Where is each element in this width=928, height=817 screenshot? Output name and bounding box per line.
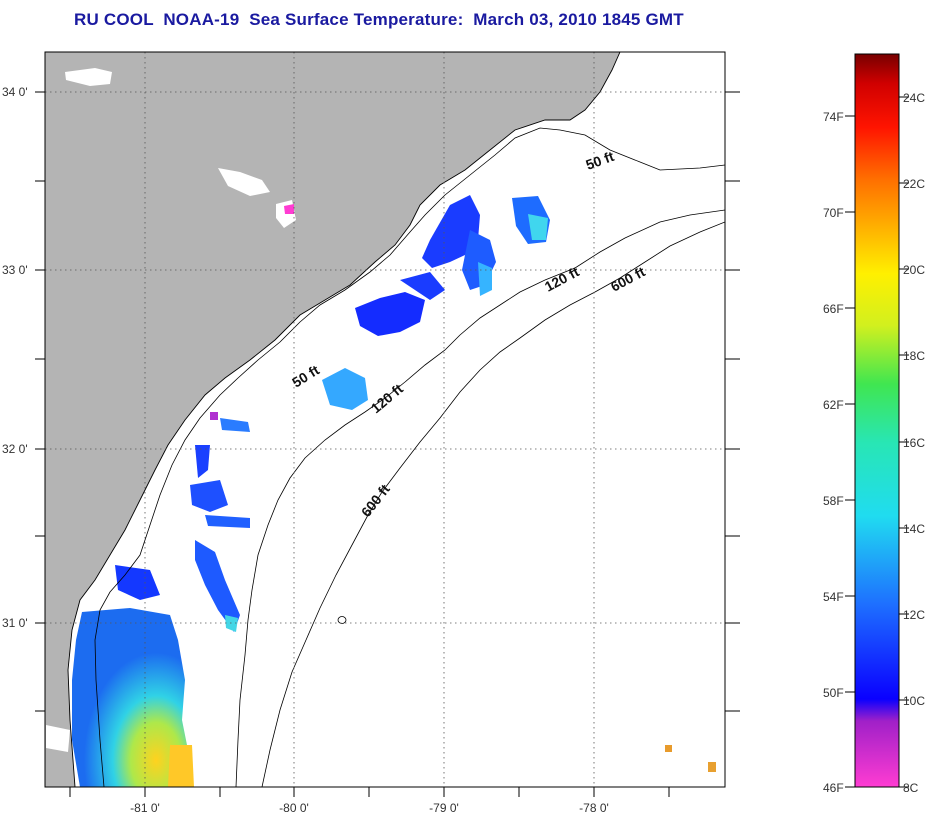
- lat-label-32: 32 0': [2, 442, 28, 456]
- colorbar-gradient: [854, 53, 900, 788]
- colorbar-c-20: 20C: [903, 263, 925, 277]
- colorbar-f-62: 62F: [823, 398, 844, 412]
- inland-lake: [65, 68, 112, 86]
- sst-data: [72, 195, 716, 787]
- colorbar-f-46: 46F: [823, 781, 844, 795]
- lat-label-31: 31 0': [2, 616, 28, 630]
- map-title: RU COOL NOAA-19 Sea Surface Temperature:…: [74, 10, 684, 29]
- coastline: [67, 52, 621, 787]
- lon-label-81: -81 0': [130, 801, 160, 815]
- bathymetry-contours: [94, 127, 725, 787]
- lon-label-79: -79 0': [429, 801, 459, 815]
- colorbar-c-22: 22C: [903, 177, 925, 191]
- colorbar-f-74: 74F: [823, 110, 844, 124]
- inland-water: [218, 168, 270, 196]
- tick-marks: [35, 91, 740, 797]
- colorbar-c-24: 24C: [903, 91, 925, 105]
- colorbar-c-18: 18C: [903, 349, 925, 363]
- colorbar-f-54: 54F: [823, 590, 844, 604]
- colorbar-c-14: 14C: [903, 522, 925, 536]
- inland-water-3: [46, 725, 70, 752]
- colorbar-f-70: 70F: [823, 206, 844, 220]
- colorbar-c-8: 8C: [903, 781, 919, 795]
- map-panel: [45, 52, 725, 787]
- land-mass: [45, 52, 620, 787]
- colorbar-c-12: 12C: [903, 608, 925, 622]
- lon-label-80: -80 0': [279, 801, 309, 815]
- colorbar-f-66: 66F: [823, 302, 844, 316]
- colorbar: 74F 70F 66F 62F 58F 54F 50F 46F 24C 22C …: [823, 53, 925, 795]
- colorbar-f-50: 50F: [823, 686, 844, 700]
- colorbar-c-16: 16C: [903, 436, 925, 450]
- graticule: [45, 52, 725, 787]
- lat-label-34: 34 0': [2, 85, 28, 99]
- lon-label-78: -78 0': [579, 801, 609, 815]
- colorbar-f-58: 58F: [823, 494, 844, 508]
- lat-label-33: 33 0': [2, 263, 28, 277]
- colorbar-c-10: 10C: [903, 694, 925, 708]
- map-frame: [44, 51, 726, 788]
